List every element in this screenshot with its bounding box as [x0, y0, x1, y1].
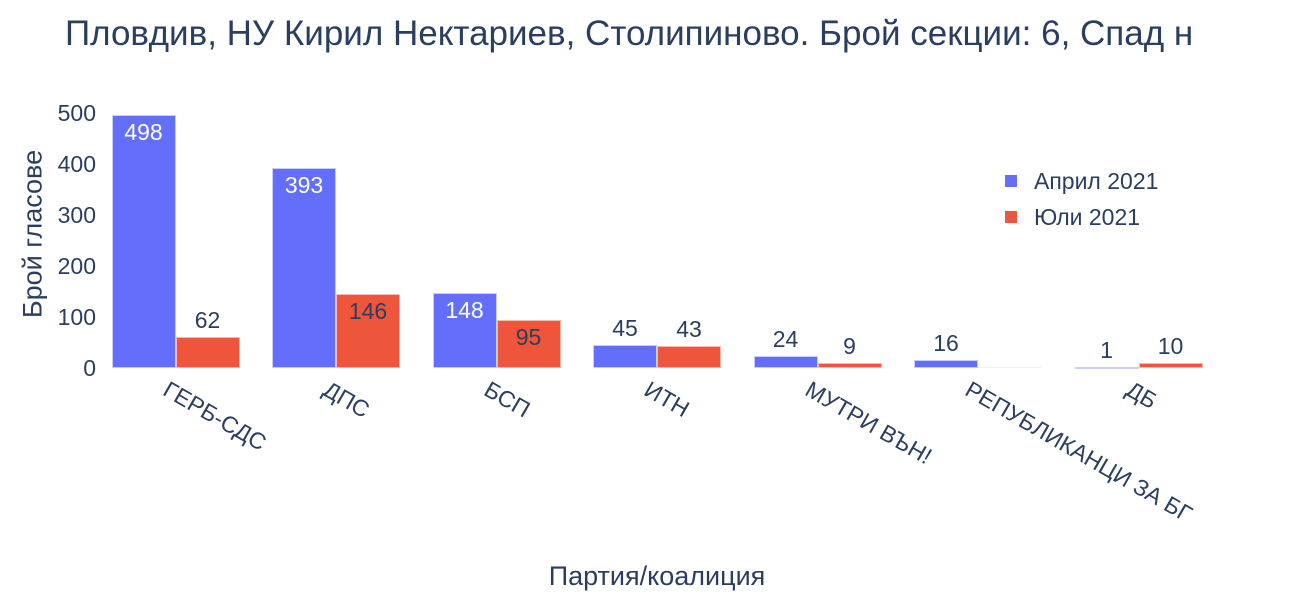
- bar-value-label: 498: [124, 119, 163, 146]
- x-tick-label: ГЕРБ-СДС: [158, 376, 271, 456]
- y-tick: 400: [57, 151, 96, 177]
- y-tick: 100: [57, 304, 96, 330]
- x-tick-label: ИТН: [640, 376, 694, 423]
- x-tick-label: РЕПУБЛИКАНЦИ ЗА БГ: [961, 376, 1197, 528]
- legend-label: Април 2021: [1034, 167, 1159, 194]
- bar-april[interactable]: [111, 115, 176, 368]
- bar-value-label: 95: [515, 323, 542, 350]
- legend[interactable]: Април 2021 Юли 2021: [1005, 163, 1158, 235]
- bar-april[interactable]: [272, 168, 336, 368]
- bar-july[interactable]: [175, 336, 240, 368]
- bar-value-label: 43: [676, 316, 702, 343]
- legend-swatch-icon: [1005, 211, 1017, 223]
- x-tick-label: ДПС: [319, 376, 375, 423]
- y-tick: 500: [57, 100, 96, 126]
- bar-july[interactable]: [657, 346, 721, 368]
- bar-value-label: 62: [194, 306, 221, 333]
- legend-label: Юли 2021: [1034, 203, 1141, 230]
- bar-value-label: 16: [933, 329, 959, 356]
- bar-april[interactable]: [432, 292, 497, 368]
- bar-value-label: 45: [612, 315, 638, 342]
- y-tick: 200: [57, 253, 96, 279]
- bar-value-label: 9: [843, 333, 856, 360]
- bar-july[interactable]: [336, 293, 400, 368]
- bar-value-label: 146: [348, 297, 388, 324]
- bar-july[interactable]: [817, 363, 882, 368]
- bar-value-label: 10: [1157, 332, 1184, 359]
- legend-swatch-icon: [1005, 175, 1017, 187]
- bar-april[interactable]: [914, 359, 978, 368]
- bar-april[interactable]: [753, 355, 818, 368]
- bar-value-label: 148: [445, 296, 484, 323]
- bar-value-label: 24: [772, 325, 799, 352]
- bar-july[interactable]: [978, 367, 1042, 368]
- bar-july[interactable]: [496, 319, 561, 368]
- x-tick-label: БСП: [479, 376, 535, 423]
- x-tick-label: МУТРИ ВЪН!: [800, 376, 936, 470]
- y-tick: 300: [57, 202, 96, 228]
- bar-april[interactable]: [593, 345, 657, 368]
- x-tick-label: ДБ: [1121, 376, 1162, 414]
- bar-july[interactable]: [1138, 362, 1203, 368]
- chart-title: Пловдив, НУ Кирил Нектариев, Столипиново…: [65, 14, 1194, 53]
- x-axis-label: Партия/коалиция: [548, 561, 766, 591]
- legend-item-april[interactable]: Април 2021: [1005, 163, 1158, 199]
- bar-value-label: 393: [284, 172, 324, 199]
- legend-item-july[interactable]: Юли 2021: [1005, 199, 1158, 235]
- bar-april[interactable]: [1074, 367, 1139, 369]
- bar-value-label: 1: [1100, 337, 1113, 363]
- y-tick: 0: [83, 355, 96, 381]
